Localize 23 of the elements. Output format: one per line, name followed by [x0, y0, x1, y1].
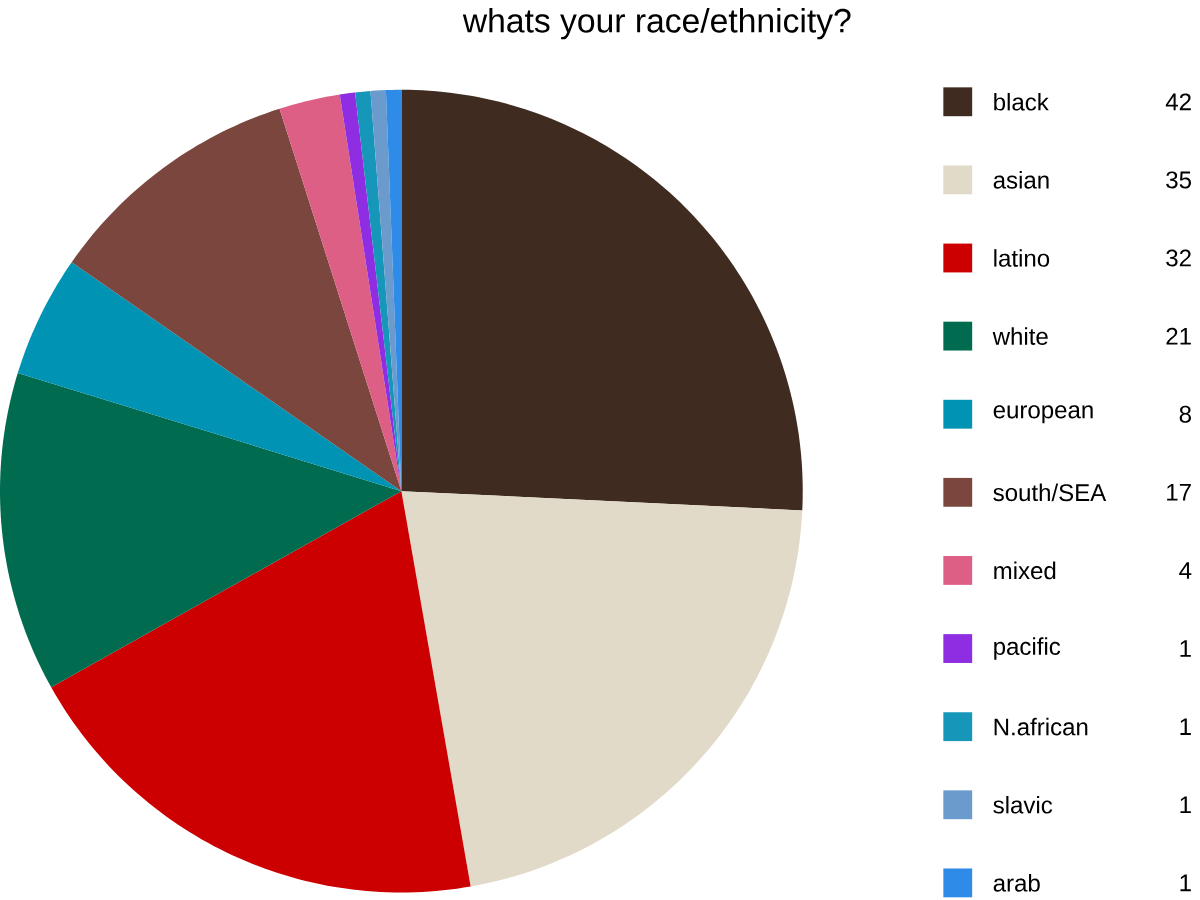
data-label: 35: [1166, 171, 1191, 189]
legend-label: asian: [993, 171, 1049, 189]
data-label: 42: [1165, 93, 1191, 111]
data-label: 21: [1166, 327, 1191, 345]
legend-label: slavic: [993, 796, 1053, 814]
data-label: 1: [1180, 796, 1191, 814]
chart-title: whats your race/ethnicity?: [462, 8, 851, 40]
data-label: 4: [1179, 562, 1192, 579]
data-label: 1: [1180, 874, 1191, 892]
legend-label: pacific: [994, 637, 1061, 660]
legend-label: white: [992, 327, 1048, 346]
data-label: 1: [1180, 718, 1191, 736]
data-label: 17: [1167, 484, 1191, 501]
legend-label: mixed: [994, 561, 1056, 580]
legend-label: european: [993, 405, 1093, 424]
legend-label: arab: [993, 874, 1040, 892]
legend-label: black: [994, 93, 1049, 111]
legend-label: latino: [994, 249, 1050, 267]
legend-label: south/SEA: [993, 483, 1107, 502]
legend-label: N.african: [994, 717, 1088, 736]
data-label: 32: [1166, 249, 1191, 267]
data-label: 8: [1179, 405, 1191, 423]
data-label: 1: [1180, 640, 1191, 657]
